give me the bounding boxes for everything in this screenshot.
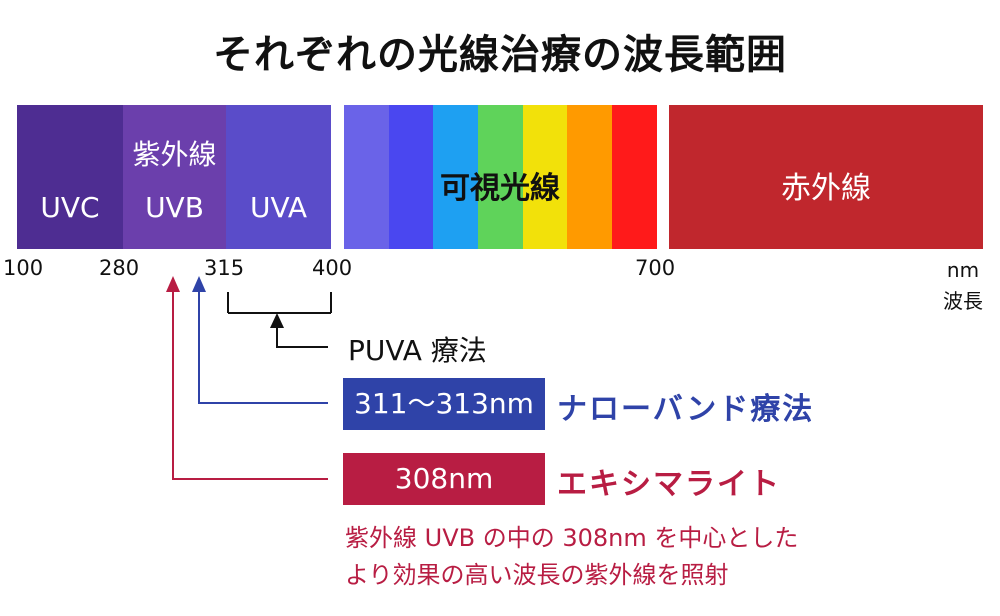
narrowband-line: [198, 292, 328, 404]
tick-280: 280: [99, 256, 140, 280]
tick-315: 315: [204, 256, 245, 280]
puva-therapy-label: PUVA 療法: [348, 334, 487, 367]
diagram-title: それぞれの光線治療の波長範囲: [213, 32, 787, 78]
tick-400: 400: [312, 256, 353, 280]
excimer-note-line1: 紫外線 UVB の中の 308nm を中心とした: [345, 524, 799, 552]
infrared-label: 赤外線: [781, 171, 871, 206]
narrowband-range-box: 311～313nm: [343, 378, 545, 430]
excimer-line: [172, 292, 328, 480]
uvc-band: [17, 105, 123, 249]
visible-stripe-orange: [567, 105, 612, 249]
uv-group-label: 紫外線: [132, 138, 217, 171]
excimer-light-label: エキシマライト: [557, 467, 781, 502]
visible-stripe-violet: [344, 105, 389, 249]
tick-700: 700: [635, 256, 676, 280]
narrowband-arrowhead: [192, 276, 206, 292]
visible-stripe-green: [478, 105, 523, 249]
excimer-range-box: 308nm: [343, 453, 545, 505]
puva-arrowhead: [270, 313, 284, 328]
excimer-note-line2: より効果の高い波長の紫外線を照射: [345, 561, 729, 589]
axis-unit: nm: [946, 258, 980, 282]
visible-light-label: 可視光線: [440, 171, 560, 206]
uva-band: [226, 105, 331, 249]
uvb-band: [123, 105, 226, 249]
uvb-label: UVB: [145, 191, 204, 224]
excimer-arrowhead: [166, 276, 180, 292]
narrowband-therapy-label: ナローバンド療法: [557, 392, 815, 427]
infrared-band: [669, 105, 983, 249]
uvc-label: UVC: [40, 191, 100, 224]
visible-stripe-yellow: [523, 105, 567, 249]
visible-stripe-cyan: [433, 105, 478, 249]
visible-stripe-red: [612, 105, 657, 249]
puva-bracket: [227, 292, 332, 348]
uva-label: UVA: [249, 191, 307, 224]
tick-100: 100: [3, 256, 44, 280]
axis-unit-label: 波長: [943, 289, 983, 313]
visible-stripe-blue: [389, 105, 433, 249]
